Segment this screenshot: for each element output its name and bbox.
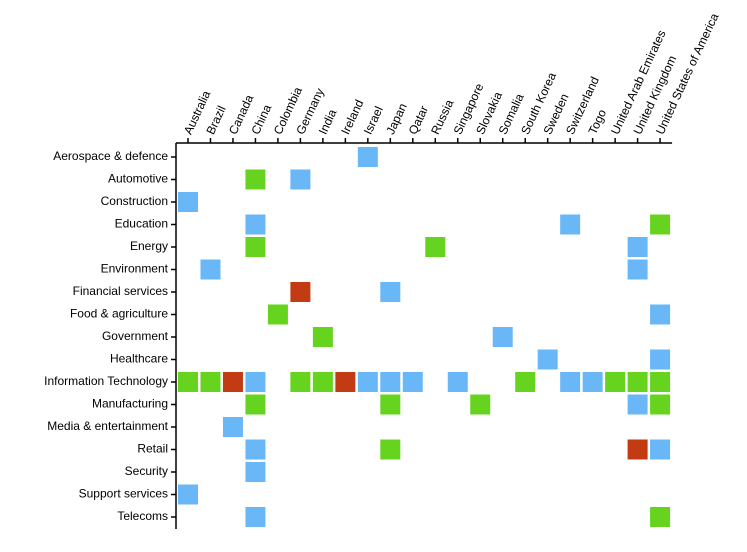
row-label: Energy xyxy=(130,239,168,253)
cell xyxy=(379,438,402,461)
cell xyxy=(626,393,649,416)
row-label: Aerospace & defence xyxy=(53,149,168,163)
cell xyxy=(626,371,649,393)
cell xyxy=(626,258,649,281)
row-label: Food & agriculture xyxy=(70,307,168,321)
cell xyxy=(649,393,672,416)
row-label: Retail xyxy=(137,442,168,456)
row-label: Information Technology xyxy=(44,374,168,388)
cell xyxy=(221,416,244,438)
cell xyxy=(514,371,537,393)
cell xyxy=(536,348,559,371)
row-label: Telecoms xyxy=(117,509,168,523)
cell xyxy=(626,438,649,461)
cell xyxy=(649,348,672,371)
column-label: Qatar xyxy=(406,103,431,136)
row-label: Manufacturing xyxy=(92,397,168,411)
row-label: Media & entertainment xyxy=(47,419,168,433)
row-label: Support services xyxy=(79,487,168,501)
cell xyxy=(244,506,267,528)
cell xyxy=(649,371,672,393)
cell xyxy=(356,146,379,168)
cell xyxy=(199,371,222,393)
cell xyxy=(244,393,267,416)
column-label: India xyxy=(316,107,340,137)
row-label: Construction xyxy=(101,194,168,208)
cell xyxy=(334,371,357,393)
cell xyxy=(401,371,424,393)
cell xyxy=(379,393,402,416)
cell xyxy=(289,168,312,191)
cell xyxy=(221,371,244,393)
column-label: Togo xyxy=(586,107,610,137)
cell xyxy=(177,371,199,393)
column-label: Israel xyxy=(361,104,386,137)
cell xyxy=(559,371,582,393)
cell xyxy=(311,371,334,393)
cell xyxy=(244,236,267,258)
cell xyxy=(626,236,649,258)
cell xyxy=(266,303,289,326)
row-label: Education xyxy=(115,217,168,231)
cell xyxy=(581,371,604,393)
cell xyxy=(244,168,267,191)
cell xyxy=(177,483,199,506)
cell xyxy=(356,371,379,393)
cell xyxy=(244,438,267,461)
cell xyxy=(379,371,402,393)
cell xyxy=(649,438,672,461)
cell xyxy=(311,326,334,348)
cell xyxy=(469,393,492,416)
row-label: Security xyxy=(125,464,168,478)
cell xyxy=(424,236,447,258)
row-label: Financial services xyxy=(73,284,168,298)
cell xyxy=(649,506,672,528)
cell xyxy=(446,371,469,393)
cell xyxy=(244,213,267,236)
cell xyxy=(604,371,627,393)
column-label: Brazil xyxy=(203,103,228,136)
row-label: Healthcare xyxy=(110,352,168,366)
cell xyxy=(244,461,267,483)
row-label: Government xyxy=(102,329,169,343)
cell xyxy=(559,213,582,236)
cell xyxy=(649,213,672,236)
cell xyxy=(289,371,312,393)
cell xyxy=(289,281,312,303)
cell xyxy=(649,303,672,326)
cell xyxy=(379,281,402,303)
cell xyxy=(244,371,267,393)
cell xyxy=(177,191,199,213)
row-label: Automotive xyxy=(108,172,168,186)
cell xyxy=(491,326,514,348)
row-label: Environment xyxy=(101,262,169,276)
cell xyxy=(199,258,222,281)
